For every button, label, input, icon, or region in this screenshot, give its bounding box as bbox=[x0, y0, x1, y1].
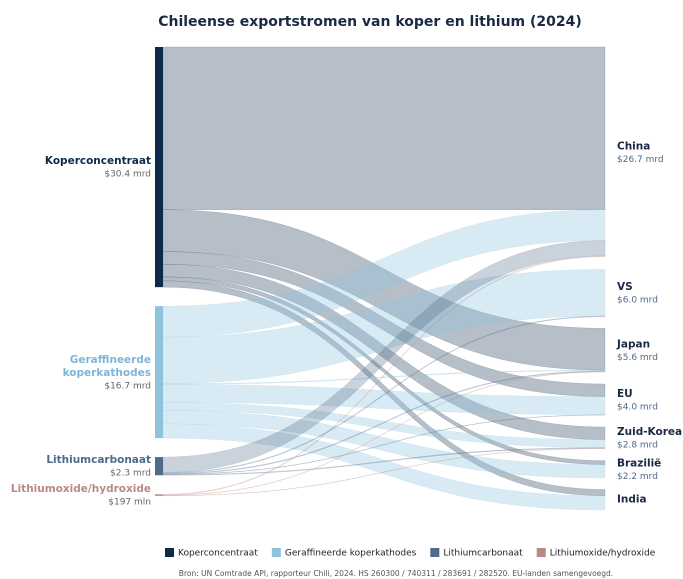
flow bbox=[162, 315, 606, 474]
flow bbox=[162, 371, 606, 496]
flow bbox=[162, 255, 606, 496]
flow bbox=[162, 447, 606, 476]
target-label: India bbox=[617, 494, 647, 506]
target-label: EU bbox=[617, 388, 633, 400]
target-value: $2.8 mrd bbox=[617, 441, 658, 451]
flow bbox=[162, 240, 606, 473]
flow bbox=[162, 209, 606, 338]
legend-swatch bbox=[430, 548, 440, 557]
flow bbox=[162, 402, 606, 448]
target-label: Japan bbox=[616, 338, 650, 350]
flow bbox=[162, 209, 606, 371]
flow bbox=[162, 280, 606, 497]
source-node bbox=[155, 494, 163, 496]
target-label: Zuid-Korea bbox=[617, 426, 682, 438]
source-value: $197 mln bbox=[108, 498, 151, 508]
source-label: Lithiumoxide/hydroxide bbox=[11, 483, 151, 495]
chart-title: Chileense exportstromen van koper en lit… bbox=[158, 14, 582, 30]
source-node bbox=[155, 306, 163, 439]
flow bbox=[162, 276, 606, 465]
links bbox=[162, 46, 606, 511]
target-value: $4.0 mrd bbox=[617, 402, 658, 412]
target-value: $6.0 mrd bbox=[617, 296, 658, 306]
nodes: Koperconcentraat $30.4 mrd Geraffineerde ko… bbox=[11, 47, 682, 508]
source-label: Lithiumcarbonaat bbox=[46, 454, 151, 466]
flow bbox=[162, 269, 606, 384]
flow bbox=[162, 263, 606, 440]
flow bbox=[162, 448, 606, 497]
flow bbox=[162, 384, 606, 416]
source-value: $16.7 mrd bbox=[104, 382, 151, 392]
source-label: Geraffineerde koperkathodes bbox=[63, 354, 151, 379]
legend-label: Koperconcentraat bbox=[178, 549, 258, 559]
legend-label: Lithiumoxide/hydroxide bbox=[550, 549, 656, 559]
source-node bbox=[155, 457, 163, 476]
target-value: $26.7 mrd bbox=[617, 155, 664, 165]
flow bbox=[162, 46, 606, 210]
source-value: $2.3 mrd bbox=[110, 469, 151, 479]
target-label: China bbox=[617, 140, 650, 152]
source-note: Bron: UN Comtrade API, rapporteur Chili,… bbox=[179, 569, 613, 578]
target-label: VS bbox=[617, 281, 633, 293]
legend-label: Geraffineerde koperkathodes bbox=[285, 549, 417, 559]
target-value: $2.2 mrd bbox=[617, 472, 658, 482]
source-node bbox=[155, 47, 163, 288]
source-label: Koperconcentraat bbox=[45, 155, 151, 167]
target-value: $5.6 mrd bbox=[617, 353, 658, 363]
flow bbox=[162, 410, 606, 479]
legend-swatch bbox=[536, 548, 546, 557]
legend-swatch bbox=[271, 548, 281, 557]
legend-label: Lithiumcarbonaat bbox=[443, 549, 523, 559]
flow bbox=[162, 369, 606, 385]
flow bbox=[162, 251, 606, 397]
flow bbox=[162, 370, 606, 475]
flow bbox=[162, 423, 606, 511]
source-value: $30.4 mrd bbox=[104, 170, 151, 180]
target-label: Brazilië bbox=[617, 457, 661, 469]
flow bbox=[162, 414, 606, 475]
legend-swatch bbox=[165, 548, 174, 557]
